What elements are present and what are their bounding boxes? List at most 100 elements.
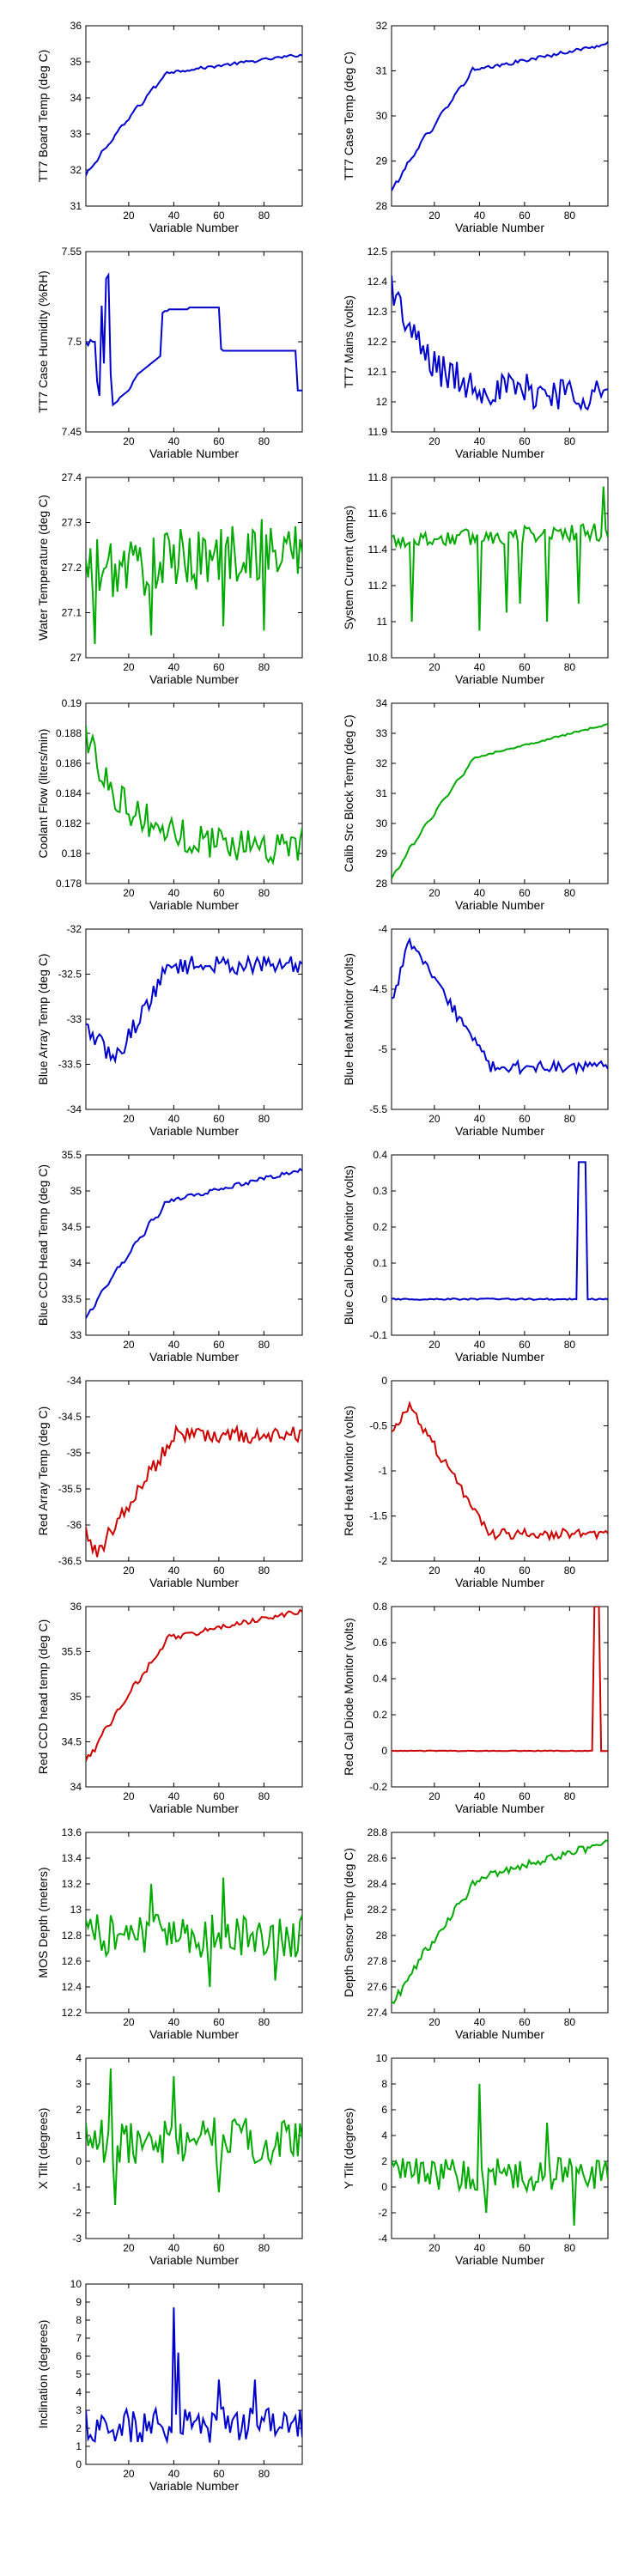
x-tick-label: 20 [123, 1564, 135, 1577]
y-tick-label: 3 [76, 2078, 82, 2090]
x-axis-label: Variable Number [149, 1576, 239, 1589]
y-tick-label: 34 [376, 697, 388, 709]
plot-area [85, 702, 303, 884]
y-tick-label: -0.5 [369, 1420, 387, 1432]
x-tick-label: 80 [564, 1113, 576, 1125]
y-tick-label: 0.19 [62, 697, 82, 709]
x-tick-label: 40 [474, 2016, 486, 2028]
x-tick-label: 80 [258, 1339, 270, 1351]
y-tick-label: 3 [76, 2404, 82, 2416]
x-tick-label: 80 [258, 435, 270, 447]
y-tick-label: 0.2 [373, 1709, 387, 1721]
y-tick-label: 12.2 [62, 2007, 82, 2019]
y-axis-label: Coolant Flow (liters/min) [36, 729, 50, 859]
x-tick-label: 20 [123, 1339, 135, 1351]
subplot-6: 20 40 60 80 10.8 11 11.2 11.4 11.6 11.8 Variable N… [342, 471, 609, 686]
y-tick-label: 12.4 [368, 276, 388, 288]
x-axis-label: Variable Number [149, 2253, 239, 2267]
y-tick-label: 1 [76, 2129, 82, 2142]
x-axis-label: Variable Number [455, 1801, 544, 1815]
plot-area [85, 1606, 303, 1788]
plot-area [391, 702, 609, 884]
x-tick-label: 80 [258, 887, 270, 899]
y-axis-label: Blue Cal Diode Monitor (volts) [342, 1165, 355, 1325]
x-tick-label: 60 [213, 2242, 225, 2254]
subplot-12: 20 40 60 80 -0.1 0 0.1 0.2 0.3 0.4 Variable Number… [342, 1149, 609, 1364]
y-tick-label: 11.8 [368, 471, 388, 483]
x-tick-label: 40 [168, 661, 180, 673]
x-tick-label: 80 [564, 435, 576, 447]
x-axis-label: Variable Number [149, 1124, 239, 1138]
y-tick-label: 10.8 [368, 652, 388, 664]
data-series-line [392, 486, 608, 631]
x-tick-label: 80 [258, 2242, 270, 2254]
x-tick-label: 80 [564, 2016, 576, 2028]
y-tick-label: 34.5 [62, 1221, 82, 1233]
x-tick-label: 20 [123, 2242, 135, 2254]
x-tick-label: 80 [564, 1790, 576, 1802]
data-series-line [86, 2307, 302, 2445]
x-tick-label: 40 [474, 1790, 486, 1802]
x-tick-label: 20 [428, 435, 440, 447]
y-tick-label: 0.186 [56, 757, 82, 769]
x-tick-label: 60 [519, 2242, 531, 2254]
subplot-8: 20 40 60 80 28 29 30 31 32 33 34 Variable Number Cal… [342, 697, 609, 912]
y-tick-label: 27.8 [368, 1955, 388, 1967]
subplot-17: 20 40 60 80 12.2 12.4 12.6 12.8 13 13.2 13.4 13.6 Va… [36, 1826, 303, 2041]
x-tick-label: 20 [123, 1790, 135, 1802]
y-tick-label: 35.5 [62, 1149, 82, 1161]
y-tick-label: -1 [72, 2181, 82, 2193]
data-series-line [392, 1607, 608, 1753]
x-tick-label: 20 [428, 1790, 440, 1802]
y-tick-label: -5.5 [369, 1103, 387, 1115]
x-tick-label: 80 [258, 2468, 270, 2480]
y-tick-label: 30 [376, 817, 388, 829]
x-tick-label: 20 [428, 2016, 440, 2028]
y-axis-label: MOS Depth (meters) [36, 1867, 50, 1978]
x-tick-label: 20 [123, 887, 135, 899]
x-tick-label: 60 [213, 2016, 225, 2028]
y-tick-label: 28 [376, 1929, 388, 1941]
x-tick-label: 60 [519, 661, 531, 673]
y-tick-label: 0.4 [373, 1149, 387, 1161]
y-tick-label: 8 [76, 2314, 82, 2326]
x-tick-label: 80 [564, 2242, 576, 2254]
data-series-line [392, 1839, 608, 2005]
subplot-13: 20 40 60 80 -36.5 -36 -35.5 -35 -34.5 -34 Variable… [36, 1375, 303, 1589]
y-tick-label: -34.5 [58, 1411, 82, 1423]
x-tick-label: 40 [474, 210, 486, 222]
x-axis-label: Variable Number [149, 1801, 239, 1815]
x-tick-label: 60 [213, 661, 225, 673]
y-axis-label: System Current (amps) [342, 506, 355, 630]
y-tick-label: 2 [76, 2422, 82, 2434]
y-tick-label: 0.6 [373, 1637, 387, 1649]
x-axis-label: Variable Number [455, 1350, 544, 1364]
x-tick-label: 60 [519, 887, 531, 899]
y-axis-label: Y Tilt (degrees) [342, 2108, 355, 2190]
subplot-16: 20 40 60 80 -0.2 0 0.2 0.4 0.6 0.8 Variable Number… [342, 1601, 609, 1815]
y-tick-label: 0.8 [373, 1601, 387, 1613]
x-tick-label: 60 [519, 210, 531, 222]
data-series-line [86, 1424, 302, 1558]
plot-area [85, 1154, 303, 1336]
y-tick-label: 9 [76, 2296, 82, 2308]
y-axis-label: Inclination (degrees) [36, 2320, 50, 2429]
plot-area [85, 1380, 303, 1562]
y-tick-label: 28.2 [368, 1904, 388, 1916]
y-tick-label: 12.3 [368, 306, 388, 318]
plot-area [391, 1832, 609, 2014]
x-tick-label: 40 [474, 2242, 486, 2254]
x-tick-label: 60 [213, 1113, 225, 1125]
y-tick-label: 33 [70, 1329, 82, 1341]
y-tick-label: 6 [76, 2350, 82, 2362]
y-axis-label: X Tilt (degrees) [36, 2108, 50, 2190]
y-tick-label: 31 [376, 787, 388, 799]
x-tick-label: 20 [123, 2016, 135, 2028]
y-tick-label: 11.9 [368, 426, 388, 438]
data-series-line [392, 1400, 608, 1542]
y-tick-label: 13 [70, 1904, 82, 1916]
x-tick-label: 20 [428, 2242, 440, 2254]
y-tick-label: 27.4 [368, 2007, 388, 2019]
y-tick-label: -1 [378, 1465, 387, 1477]
y-tick-label: 28.6 [368, 1852, 388, 1864]
